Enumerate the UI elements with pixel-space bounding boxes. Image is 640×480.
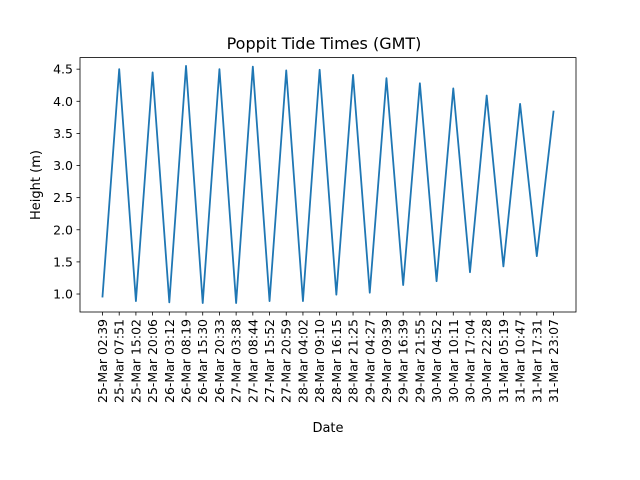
- x-tick-label: 29-Mar 16:39: [396, 319, 411, 403]
- plot-area: [101, 65, 555, 304]
- x-tick-label: 30-Mar 10:11: [446, 319, 461, 403]
- axes-frame: [79, 57, 577, 313]
- y-axis: 1.0 1.5 2.0 2.5 3.0 3.5 4.0 4.5: [53, 62, 80, 302]
- x-tick-label: 28-Mar 09:10: [312, 319, 327, 403]
- x-tick-label: 31-Mar 10:47: [513, 319, 528, 403]
- x-tick-label: 31-Mar 05:19: [496, 319, 511, 403]
- x-axis: 25-Mar 02:39 25-Mar 07:51 25-Mar 15:02 25-M…: [95, 312, 561, 403]
- y-axis-label: Height (m): [29, 150, 44, 220]
- x-tick-label: 25-Mar 02:39: [95, 319, 110, 403]
- x-axis-label: Date: [312, 421, 343, 436]
- x-tick-label: 26-Mar 03:12: [162, 319, 177, 403]
- x-tick-label: 25-Mar 20:06: [145, 319, 160, 403]
- x-tick-label: 30-Mar 04:52: [429, 319, 444, 403]
- x-tick-label: 25-Mar 15:02: [128, 319, 143, 403]
- y-tick-label: 4.5: [53, 62, 73, 77]
- x-tick-label: 31-Mar 17:31: [529, 319, 544, 403]
- x-tick-label: 31-Mar 23:07: [546, 319, 561, 403]
- x-tick-label: 25-Mar 07:51: [112, 319, 127, 403]
- x-tick-label: 29-Mar 21:55: [412, 319, 427, 403]
- x-tick-label: 27-Mar 20:59: [279, 319, 294, 403]
- x-tick-label: 27-Mar 08:44: [245, 319, 260, 403]
- series-line-0: [101, 65, 555, 304]
- x-tick-label: 27-Mar 03:38: [229, 319, 244, 403]
- y-tick-label: 4.0: [53, 94, 73, 109]
- y-tick-label: 1.5: [53, 254, 73, 269]
- y-tick-label: 1.0: [53, 287, 73, 302]
- x-tick-label: 26-Mar 20:33: [212, 319, 227, 403]
- chart-title: Poppit Tide Times (GMT): [227, 34, 422, 53]
- x-tick-label: 28-Mar 21:25: [346, 319, 361, 403]
- x-tick-label: 30-Mar 17:04: [462, 319, 477, 403]
- x-tick-label: 28-Mar 16:15: [329, 319, 344, 403]
- x-tick-label: 26-Mar 08:19: [179, 319, 194, 403]
- x-tick-label: 26-Mar 15:30: [195, 319, 210, 403]
- y-tick-label: 3.0: [53, 158, 73, 173]
- x-tick-label: 27-Mar 15:52: [262, 319, 277, 403]
- y-tick-label: 2.5: [53, 190, 73, 205]
- y-tick-label: 3.5: [53, 126, 73, 141]
- x-tick-label: 28-Mar 04:02: [295, 319, 310, 403]
- x-tick-label: 30-Mar 22:28: [479, 319, 494, 403]
- x-tick-label: 29-Mar 04:27: [362, 319, 377, 403]
- x-tick-label: 29-Mar 09:39: [379, 319, 394, 403]
- y-tick-label: 2.0: [53, 222, 73, 237]
